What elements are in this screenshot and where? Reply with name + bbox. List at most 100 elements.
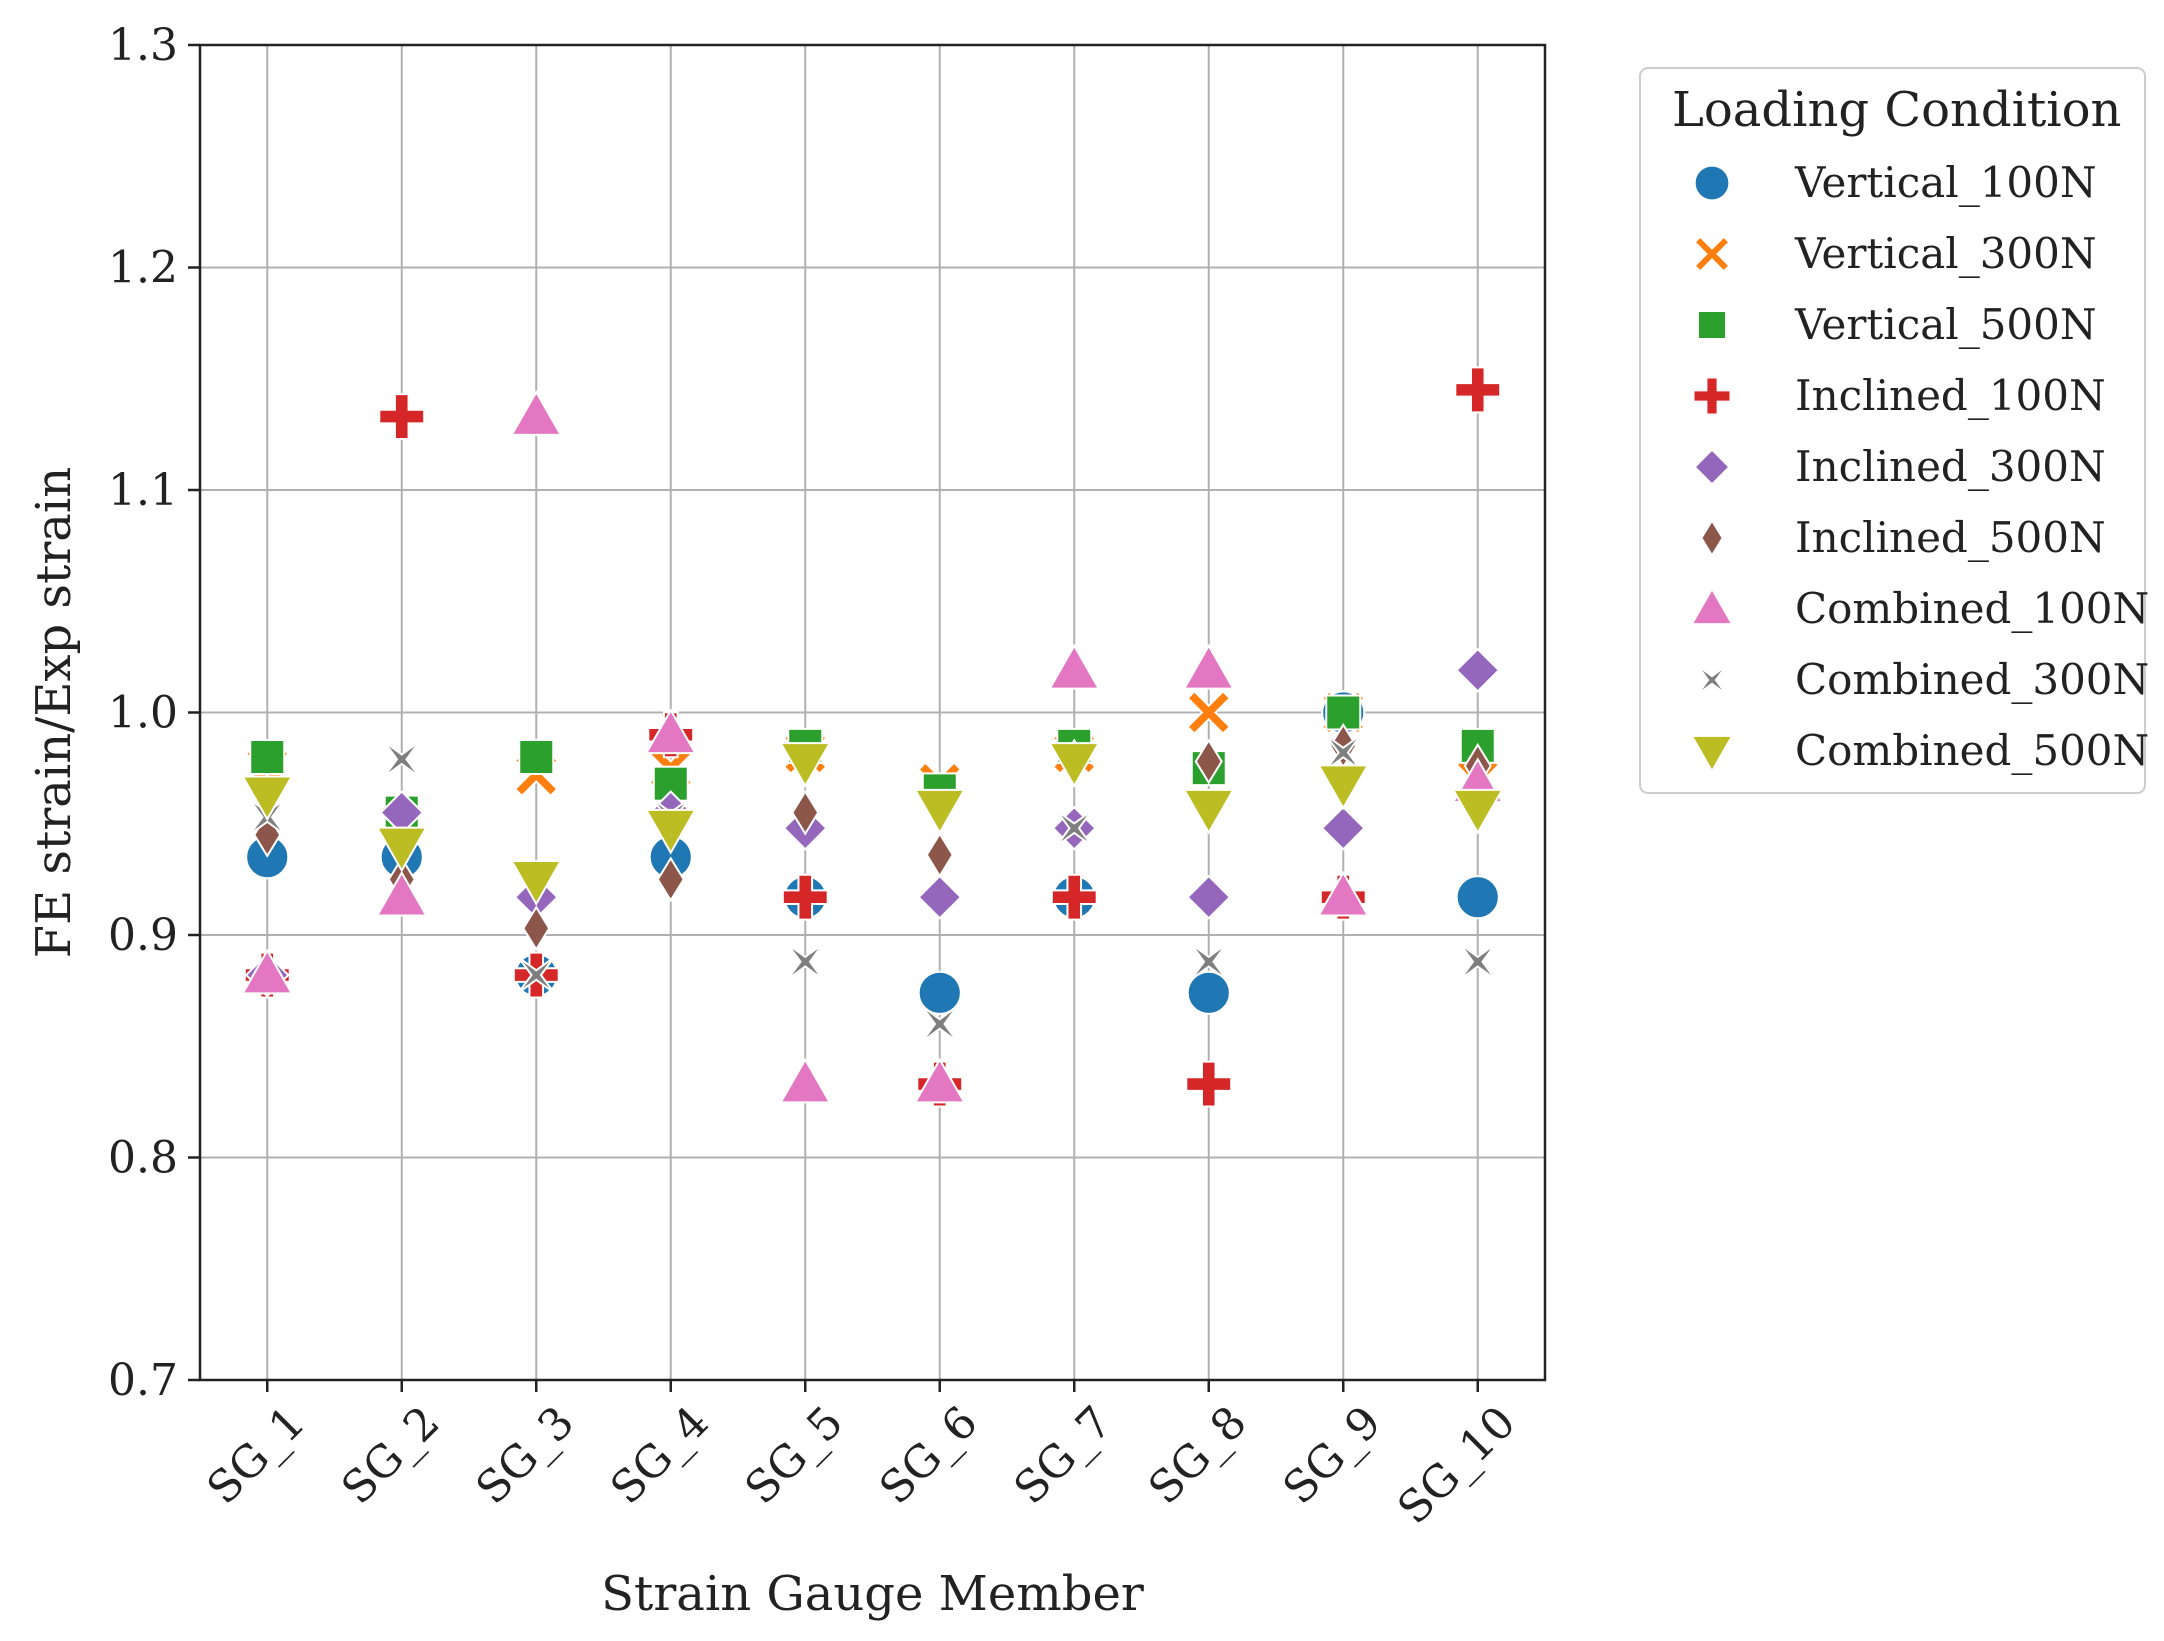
legend-item: Inclined_100N [1692, 371, 2106, 420]
legend-label: Combined_100N [1795, 584, 2149, 633]
data-point [1182, 643, 1235, 690]
data-point [383, 740, 421, 778]
legend-item: Vertical_100N [1693, 158, 2097, 207]
data-point [1048, 742, 1101, 788]
legend-marker [1693, 235, 1731, 273]
data-point [241, 775, 294, 822]
data-point [241, 948, 294, 995]
x-axis-label: Strain Gauge Member [601, 1566, 1144, 1622]
data-point [1048, 643, 1101, 690]
data-point [1055, 809, 1093, 847]
data-point [517, 956, 555, 994]
y-tick-label: 1.0 [108, 688, 178, 739]
x-tick-label: SG_6 [870, 1397, 988, 1515]
data-point [913, 1057, 966, 1104]
data-point [1454, 366, 1502, 414]
y-tick-label: 1.3 [108, 20, 178, 71]
data-point [1455, 875, 1500, 920]
x-tick-label: SG_2 [332, 1397, 450, 1515]
data-point [1317, 870, 1370, 917]
data-point [644, 808, 697, 855]
data-point [518, 739, 555, 775]
legend-label: Vertical_300N [1794, 229, 2097, 278]
data-point [1186, 970, 1231, 1015]
legend-box [1639, 67, 2146, 794]
legend-item: Combined_500N [1690, 726, 2149, 775]
y-axis-label: FE strain/Exp strain [26, 467, 82, 958]
data-point [917, 970, 962, 1015]
legend-marker [1693, 164, 1731, 202]
legend-marker [1693, 448, 1731, 486]
legend-marker [1690, 734, 1734, 774]
data-point [1182, 788, 1235, 835]
legend-item: Inclined_500N [1700, 513, 2106, 562]
data-point [913, 788, 966, 835]
data-point [779, 742, 832, 788]
x-tick-label: SG_1 [197, 1397, 315, 1515]
y-tick-label: 1.1 [108, 465, 178, 516]
series-vertical-100n [245, 690, 1500, 1015]
legend-label: Combined_500N [1795, 726, 2149, 775]
legend-marker [1690, 586, 1734, 626]
data-point [1451, 788, 1504, 835]
data-point [781, 873, 829, 921]
legend-marker [1696, 664, 1728, 696]
data-point [1455, 647, 1501, 693]
x-tick-label: SG_5 [735, 1397, 853, 1515]
y-tick-label: 0.8 [108, 1133, 178, 1184]
data-point [1459, 943, 1497, 981]
y-tick-label: 1.2 [108, 243, 178, 294]
data-point [378, 393, 426, 441]
legend-title: Loading Condition [1672, 82, 2121, 138]
legend-marker [1700, 518, 1724, 558]
data-point [375, 870, 428, 917]
series-combined-100n [241, 390, 1504, 1104]
x-tick-label: SG_3 [466, 1397, 584, 1515]
legend: Loading Condition Vertical_100NVertical_… [1639, 67, 2149, 794]
data-point [925, 831, 954, 878]
series-inclined-500n [253, 722, 1492, 952]
legend-item: Vertical_300N [1693, 229, 2097, 278]
data-point [786, 943, 824, 981]
data-point [921, 1005, 959, 1043]
data-point [1317, 764, 1370, 811]
legend-label: Combined_300N [1795, 655, 2149, 704]
legend-label: Inclined_300N [1795, 442, 2106, 491]
legend-item: Combined_100N [1690, 584, 2149, 633]
y-tick-label: 0.7 [108, 1355, 178, 1406]
data-point [375, 826, 428, 873]
legend-label: Vertical_500N [1794, 300, 2097, 349]
legend-label: Vertical_100N [1794, 158, 2097, 207]
data-point [1050, 873, 1098, 921]
series-combined-500n [241, 742, 1504, 906]
x-tick-label: SG_9 [1273, 1397, 1391, 1515]
data-point [791, 789, 820, 836]
data-point [522, 905, 551, 952]
data-point [510, 860, 563, 906]
data-point [1185, 1060, 1233, 1108]
data-point [644, 708, 697, 755]
series-inclined-100n [243, 366, 1502, 1108]
series-vertical-300n [244, 690, 1501, 847]
data-point [1186, 690, 1232, 735]
series-combined-300n [248, 734, 1497, 1043]
series-vertical-500n [249, 694, 1496, 831]
legend-marker [1697, 310, 1727, 340]
grid [200, 44, 1545, 1381]
x-tick-label: SG_8 [1139, 1397, 1257, 1515]
x-tick-label: SG_7 [1004, 1397, 1122, 1515]
data-point [249, 739, 286, 775]
x-tick-label: SG_4 [601, 1397, 719, 1515]
legend-item: Vertical_500N [1697, 300, 2097, 349]
data-point [917, 874, 963, 920]
data-points [241, 366, 1504, 1108]
legend-items: Vertical_100N Vertical_300N Vertical_500N I… [1690, 158, 2149, 775]
data-point [1190, 943, 1228, 981]
data-point [1320, 805, 1366, 851]
data-point [1194, 738, 1223, 785]
data-point [779, 1057, 832, 1104]
y-tick-label: 0.9 [108, 910, 178, 961]
legend-item: Inclined_300N [1693, 442, 2106, 491]
axis-ticks: 0.70.80.91.01.11.21.3SG_1 SG_2 SG_3 SG_4 SG_… [108, 20, 1526, 1534]
